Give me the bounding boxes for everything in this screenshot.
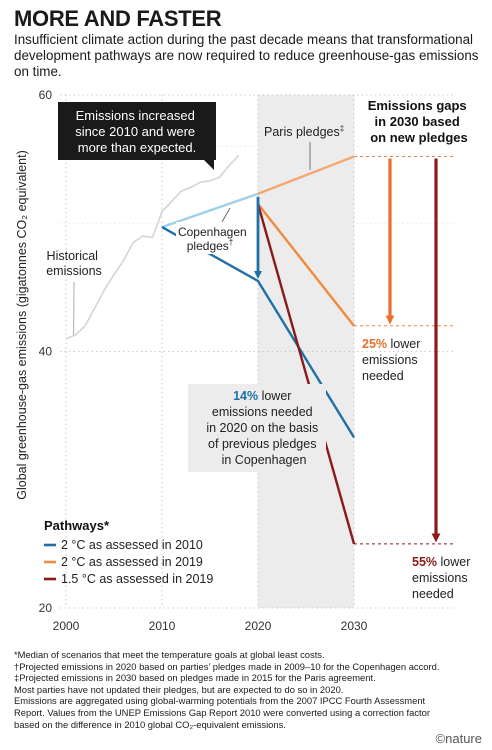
gaps-title: Emissions gaps in 2030 based on new pled… (362, 96, 478, 148)
note-14-line1: 14% lower (233, 389, 291, 403)
note-25-line3: needed (362, 369, 404, 383)
footnote-1: *Median of scenarios that meet the tempe… (14, 649, 325, 660)
paris-label-text: Paris pledges (264, 125, 340, 139)
paris-pledges-line (257, 155, 355, 195)
x-tick-2030: 2030 (341, 619, 368, 633)
historical-label-line1: Historical (47, 249, 98, 263)
gaps-title-line2: in 2030 based (375, 114, 460, 129)
footnote-2: †Projected emissions in 2020 based on pa… (14, 660, 440, 672)
paris-pledges-label: Paris pledges‡ (264, 124, 344, 139)
note-55-line3: needed (412, 587, 454, 601)
legend-title: Pathways* (44, 518, 110, 533)
note-14-line4: of previous pledges (208, 437, 316, 451)
y-axis-label: Global greenhouse-gas emissions (gigaton… (15, 150, 29, 500)
legend-item-1p5c-2019: 1.5 °C as assessed in 2019 (61, 572, 213, 586)
chart-title: MORE AND FASTER (14, 6, 222, 31)
x-tick-2000: 2000 (53, 619, 80, 633)
note-55pct: 55% lower emissions needed (412, 555, 474, 601)
series-line-2c-2019 (257, 203, 355, 327)
note-55-line1-rest: lower (437, 555, 470, 569)
footnotes: *Median of scenarios that meet the tempe… (14, 649, 484, 730)
note-14-line5: in Copenhagen (222, 453, 307, 467)
note-55-pct: 55% (412, 555, 437, 569)
y-tick-40: 40 (39, 345, 53, 359)
svg-text:Emissions gaps in 2030 b: Emissions gaps in 2030 based on new pled… (368, 98, 471, 145)
footnote-3: ‡Projected emissions in 2030 based on pl… (14, 672, 376, 684)
copenhagen-label: Copenhagen pledges† (176, 222, 254, 254)
svg-text:Emissions increased sinc: Emissions increased since 2010 and were … (75, 108, 199, 155)
footnote-6: Report. Values from the UNEP Emissions G… (14, 706, 430, 718)
note-14-line3: in 2020 on the basis (206, 421, 318, 435)
x-ticks: 2000 2010 2020 2030 (53, 619, 368, 633)
historical-label: Historical emissions (46, 249, 102, 278)
chart-svg: Global greenhouse-gas emissions (gigaton… (15, 88, 478, 633)
callout-line3: more than expected. (78, 140, 197, 155)
copenhagen-pledges-line (161, 192, 259, 229)
paris-dagger: ‡ (340, 124, 344, 133)
note-55-line2: emissions (412, 571, 468, 585)
note-14-line2: emissions needed (212, 405, 313, 419)
footnote-4: Most parties have not updated their pled… (14, 683, 344, 695)
x-tick-2020: 2020 (245, 619, 272, 633)
copenhagen-leader-line (221, 207, 231, 223)
shaded-2020-2030-region (258, 95, 354, 608)
footnote-5: Emissions are aggregated using global-wa… (14, 695, 426, 707)
historical-label-line2: emissions (46, 264, 102, 278)
callout-line1: Emissions increased (76, 108, 195, 123)
note-25-pct: 25% (362, 337, 387, 351)
legend-item-2c-2010: 2 °C as assessed in 2010 (61, 538, 203, 552)
y-tick-60: 60 (39, 88, 53, 102)
chart-subtitle: Insufficient climate action during the p… (14, 32, 479, 79)
x-tick-2010: 2010 (149, 619, 176, 633)
note-14-line1-rest: lower (258, 389, 291, 403)
y-ticks: 20 40 60 (39, 88, 53, 615)
copenhagen-label-line1: Copenhagen (178, 225, 247, 239)
note-25-line1-rest: lower (387, 337, 420, 351)
svg-text:14% lower emissions need: 14% lower emissions needed in 2020 on th… (206, 389, 321, 467)
note-25-line1: 25% lower (362, 337, 420, 351)
legend: Pathways* 2 °C as assessed in 2010 2 °C … (44, 518, 213, 586)
emissions-increased-callout: Emissions increased since 2010 and were … (58, 102, 216, 170)
note-14-pct: 14% (233, 389, 258, 403)
gridlines (60, 94, 454, 609)
note-14pct: 14% lower emissions needed in 2020 on th… (188, 384, 326, 472)
note-55-line1: 55% lower (412, 555, 470, 569)
gaps-title-line3: on new pledges (370, 130, 468, 145)
legend-item-2c-2019: 2 °C as assessed in 2019 (61, 555, 203, 569)
callout-line2: since 2010 and were (75, 124, 195, 139)
historical-emissions-line (65, 154, 240, 340)
y-tick-20: 20 (39, 601, 53, 615)
series-line-1p5c-2019 (256, 203, 356, 545)
svg-text:Copenhagen pledges†: Copenhagen pledges† (178, 225, 250, 253)
nature-logo: ©nature (435, 731, 482, 746)
note-25-line2: emissions (362, 353, 418, 367)
footnote-7: based on the difference in 2010 global C… (14, 718, 286, 730)
copenhagen-dagger: † (229, 238, 233, 247)
gaps-title-line1: Emissions gaps (368, 98, 467, 113)
note-25pct: 25% lower emissions needed (362, 337, 424, 383)
copenhagen-label-line2: pledges (187, 239, 229, 253)
